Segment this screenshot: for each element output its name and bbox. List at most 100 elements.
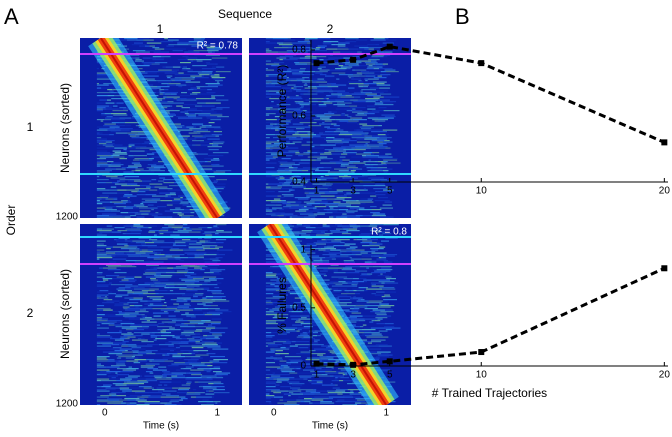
heatmap-noise xyxy=(140,211,151,212)
heatmap-noise xyxy=(161,310,176,311)
heatmap-noise xyxy=(208,161,211,162)
heatmap-noise xyxy=(147,80,156,81)
heatmap-noise xyxy=(354,130,356,131)
heatmap-noise xyxy=(97,379,109,380)
heatmap-noise xyxy=(190,76,201,77)
heatmap-noise xyxy=(100,157,114,158)
heatmap-noise xyxy=(104,299,113,300)
heatmap-noise xyxy=(266,49,269,50)
heatmap-noise xyxy=(186,82,201,83)
heatmap-noise xyxy=(284,182,291,183)
heatmap-noise xyxy=(351,284,354,285)
heatmap-noise xyxy=(205,83,219,84)
heatmap-noise xyxy=(371,148,386,149)
y-axis-label: Neurons (sorted) xyxy=(58,269,72,359)
heatmap-noise xyxy=(109,262,116,263)
heatmap-noise xyxy=(187,338,194,339)
heatmap-noise xyxy=(278,169,285,170)
heatmap-noise xyxy=(357,290,365,291)
heatmap-noise xyxy=(97,217,107,218)
heatmap-noise xyxy=(386,329,392,330)
heatmap-noise xyxy=(204,254,217,255)
heatmap-noise xyxy=(359,235,370,236)
heatmap-noise xyxy=(136,400,147,401)
heatmap-noise xyxy=(332,368,334,369)
heatmap-noise xyxy=(97,109,103,110)
heatmap-noise xyxy=(384,56,388,57)
heatmap-noise xyxy=(108,322,116,323)
heatmap-noise xyxy=(97,229,102,230)
heatmap-noise xyxy=(206,338,220,339)
heatmap-noise xyxy=(203,305,210,306)
heatmap-noise xyxy=(372,320,375,321)
heatmap-noise xyxy=(377,242,379,243)
heatmap-noise xyxy=(338,67,341,68)
heatmap-noise xyxy=(315,199,326,200)
heatmap-noise xyxy=(137,382,148,383)
heatmap-noise xyxy=(130,395,142,396)
heatmap-noise xyxy=(127,404,137,405)
heatmap-noise xyxy=(295,133,299,134)
heatmap-noise xyxy=(275,385,280,386)
heatmap-noise xyxy=(124,245,128,246)
heatmap-noise xyxy=(332,286,337,287)
heatmap-noise xyxy=(163,97,166,98)
heatmap-noise xyxy=(116,355,125,356)
heatmap-noise xyxy=(106,107,112,108)
heatmap-noise xyxy=(171,373,186,374)
heatmap-noise xyxy=(189,133,197,134)
heatmap-noise xyxy=(266,157,273,158)
heatmap-noise xyxy=(329,92,333,93)
heatmap-noise xyxy=(106,251,114,252)
heatmap-noise xyxy=(143,226,157,227)
heatmap-noise xyxy=(122,328,137,329)
heatmap-noise xyxy=(156,293,159,294)
heatmap-noise xyxy=(153,268,157,269)
heatmap-noise xyxy=(97,308,111,309)
heatmap-noise xyxy=(111,178,126,179)
heatmap-noise xyxy=(132,293,143,294)
heatmap-noise xyxy=(305,118,320,119)
heatmap-noise xyxy=(103,278,113,279)
heatmap-noise xyxy=(112,164,124,165)
heatmap-noise xyxy=(137,194,146,195)
heatmap-noise xyxy=(319,85,331,86)
heatmap-noise xyxy=(118,230,128,231)
heatmap-noise xyxy=(369,58,379,59)
heatmap-noise xyxy=(383,301,388,302)
heatmap-noise xyxy=(157,235,170,236)
heatmap-noise xyxy=(313,137,326,138)
heatmap-noise xyxy=(351,148,355,149)
heatmap-noise xyxy=(109,215,122,216)
heatmap-noise xyxy=(266,146,274,147)
heatmap-noise xyxy=(200,127,206,128)
heatmap-noise xyxy=(186,367,194,368)
heatmap-noise xyxy=(114,404,127,405)
heatmap-noise xyxy=(102,199,106,200)
heatmap-noise xyxy=(214,181,218,182)
heatmap-noise xyxy=(378,134,386,135)
heatmap-noise xyxy=(211,113,223,114)
heatmap-noise xyxy=(178,305,191,306)
heatmap-noise xyxy=(193,350,208,351)
heatmap-noise xyxy=(114,239,117,240)
heatmap-noise xyxy=(332,259,336,260)
heatmap-noise xyxy=(171,299,174,300)
heatmap-noise xyxy=(132,350,139,351)
heatmap-noise xyxy=(136,136,139,137)
heatmap-noise xyxy=(272,209,277,210)
heatmap-noise xyxy=(206,391,209,392)
heatmap-noise xyxy=(335,68,346,69)
heatmap-noise xyxy=(336,361,340,362)
heatmap-noise xyxy=(281,365,288,366)
heatmap-noise xyxy=(190,212,194,213)
heatmap-noise xyxy=(353,298,361,299)
heatmap-noise xyxy=(350,391,353,392)
heatmap-noise xyxy=(316,56,326,57)
heatmap-noise xyxy=(214,172,226,173)
heatmap-noise xyxy=(205,301,215,302)
heatmap-noise xyxy=(131,191,137,192)
heatmap-noise xyxy=(299,212,313,213)
heatmap-noise xyxy=(97,367,106,368)
heatmap-noise xyxy=(170,400,179,401)
